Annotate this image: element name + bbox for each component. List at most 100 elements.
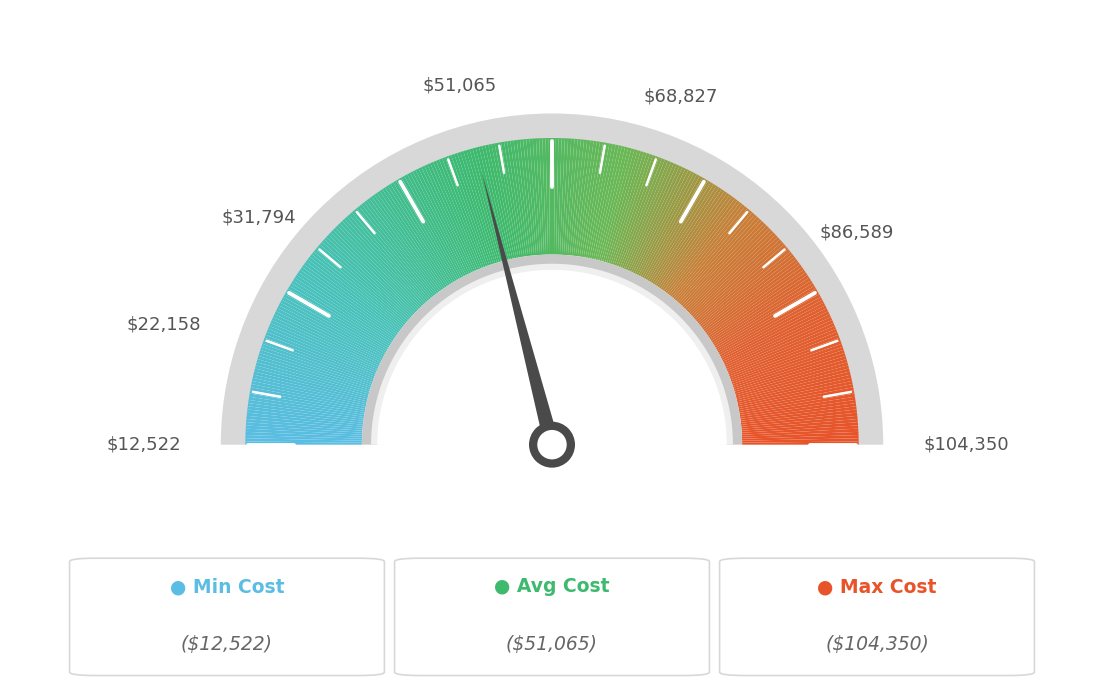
Wedge shape <box>741 406 857 423</box>
Wedge shape <box>696 244 786 322</box>
Wedge shape <box>410 171 466 276</box>
Wedge shape <box>734 359 848 393</box>
Wedge shape <box>599 148 631 261</box>
Wedge shape <box>517 139 532 256</box>
Wedge shape <box>660 193 730 290</box>
Wedge shape <box>733 353 846 390</box>
Wedge shape <box>698 247 788 324</box>
Wedge shape <box>388 184 452 284</box>
Wedge shape <box>629 164 680 272</box>
Wedge shape <box>246 426 362 435</box>
Wedge shape <box>615 155 656 266</box>
Wedge shape <box>262 344 372 384</box>
Wedge shape <box>385 186 450 285</box>
Wedge shape <box>549 138 552 255</box>
Wedge shape <box>624 161 671 269</box>
Wedge shape <box>741 413 858 427</box>
Wedge shape <box>439 159 484 268</box>
Wedge shape <box>637 170 691 275</box>
Text: ($51,065): ($51,065) <box>506 635 598 654</box>
Wedge shape <box>602 148 635 262</box>
Wedge shape <box>349 213 427 302</box>
Text: ● Min Cost: ● Min Cost <box>170 577 284 596</box>
Wedge shape <box>740 397 856 417</box>
Text: ($12,522): ($12,522) <box>181 635 273 654</box>
Wedge shape <box>641 175 700 278</box>
Wedge shape <box>721 303 826 358</box>
Wedge shape <box>539 138 546 255</box>
Wedge shape <box>570 139 584 255</box>
Wedge shape <box>336 226 420 310</box>
Wedge shape <box>688 230 773 313</box>
Wedge shape <box>729 332 838 377</box>
Wedge shape <box>293 277 393 343</box>
Wedge shape <box>735 365 849 397</box>
Wedge shape <box>295 275 394 341</box>
Wedge shape <box>728 326 836 373</box>
Wedge shape <box>716 291 819 351</box>
Wedge shape <box>605 150 640 263</box>
Wedge shape <box>342 219 423 306</box>
Wedge shape <box>635 168 689 275</box>
Text: $51,065: $51,065 <box>423 77 497 95</box>
Wedge shape <box>734 356 847 392</box>
Wedge shape <box>700 252 793 326</box>
Wedge shape <box>597 147 628 261</box>
Wedge shape <box>246 422 362 433</box>
Wedge shape <box>616 156 659 266</box>
Wedge shape <box>338 224 421 309</box>
Wedge shape <box>280 299 384 357</box>
Wedge shape <box>344 217 425 305</box>
Wedge shape <box>252 381 367 407</box>
Wedge shape <box>378 270 726 444</box>
Wedge shape <box>264 338 374 380</box>
Wedge shape <box>638 171 694 276</box>
Wedge shape <box>399 177 458 280</box>
Wedge shape <box>574 140 591 256</box>
Wedge shape <box>245 435 362 441</box>
Wedge shape <box>380 189 447 288</box>
Wedge shape <box>314 249 405 325</box>
Wedge shape <box>505 141 524 257</box>
Wedge shape <box>692 237 779 317</box>
Wedge shape <box>469 148 502 262</box>
Wedge shape <box>670 204 745 297</box>
Text: ($104,350): ($104,350) <box>825 635 928 654</box>
Wedge shape <box>607 151 644 263</box>
Text: ● Max Cost: ● Max Cost <box>817 577 936 596</box>
Wedge shape <box>611 153 650 264</box>
Text: $86,589: $86,589 <box>819 224 894 241</box>
Wedge shape <box>656 188 722 286</box>
Wedge shape <box>367 199 438 293</box>
Wedge shape <box>677 213 755 302</box>
Wedge shape <box>252 377 367 405</box>
Wedge shape <box>580 141 599 257</box>
Text: $68,827: $68,827 <box>644 88 719 106</box>
Wedge shape <box>371 264 733 444</box>
Wedge shape <box>742 435 859 441</box>
Wedge shape <box>246 419 362 431</box>
Wedge shape <box>715 288 818 350</box>
Wedge shape <box>728 329 837 375</box>
Wedge shape <box>354 208 431 299</box>
Wedge shape <box>473 148 505 261</box>
Wedge shape <box>347 215 426 304</box>
Wedge shape <box>577 141 597 257</box>
Wedge shape <box>250 391 364 413</box>
Wedge shape <box>376 191 445 288</box>
Wedge shape <box>418 167 471 273</box>
Wedge shape <box>351 210 429 301</box>
Wedge shape <box>647 179 708 281</box>
FancyBboxPatch shape <box>70 558 384 676</box>
Text: ● Avg Cost: ● Avg Cost <box>495 577 609 596</box>
Wedge shape <box>681 219 762 306</box>
Wedge shape <box>714 286 816 348</box>
Wedge shape <box>245 442 362 444</box>
Wedge shape <box>552 138 555 255</box>
Wedge shape <box>288 286 390 348</box>
Wedge shape <box>646 177 705 280</box>
Wedge shape <box>725 317 832 367</box>
Wedge shape <box>491 144 517 258</box>
Wedge shape <box>652 184 716 284</box>
Wedge shape <box>667 200 740 295</box>
